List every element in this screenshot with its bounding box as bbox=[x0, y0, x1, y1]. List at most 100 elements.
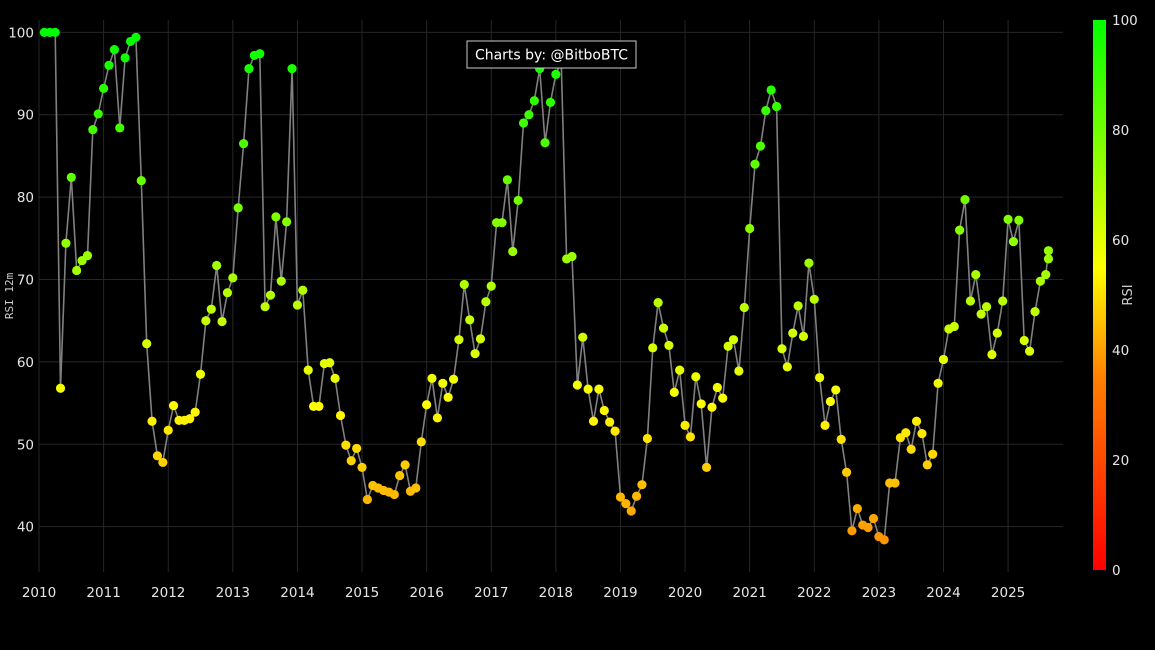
x-tick-label: 2022 bbox=[797, 585, 831, 601]
rsi-point bbox=[1043, 254, 1054, 264]
rsi-point bbox=[685, 432, 696, 442]
y-axis-title: RSI 12m bbox=[3, 272, 16, 319]
rsi-point bbox=[142, 339, 152, 349]
x-tick-labels: 2010 2011 2012 2013 2014 2015 2016 2017 2018 2019… bbox=[22, 585, 1025, 601]
rsi-point bbox=[933, 378, 943, 388]
x-tick-label: 2015 bbox=[345, 585, 379, 601]
rsi-point bbox=[228, 273, 238, 283]
rsi-point bbox=[1008, 237, 1019, 247]
y-tick-labels: 40 50 60 70 80 90 100 bbox=[8, 25, 34, 535]
rsi-point bbox=[513, 195, 523, 206]
rsi-point bbox=[508, 246, 518, 257]
rsi-point bbox=[766, 85, 776, 95]
rsi-point bbox=[540, 138, 550, 148]
rsi-point bbox=[718, 393, 728, 403]
rsi-point bbox=[1041, 269, 1051, 280]
rsi-point bbox=[739, 302, 749, 313]
y-tick-label: 100 bbox=[8, 25, 34, 41]
colorbar-title: RSI bbox=[1121, 284, 1136, 305]
rsi-point bbox=[72, 265, 82, 276]
rsi-point bbox=[928, 449, 938, 459]
rsi-point bbox=[497, 218, 507, 228]
rsi-point bbox=[314, 401, 324, 411]
rsi-point bbox=[185, 414, 195, 424]
rsi-point bbox=[158, 457, 168, 468]
colorbar-tick-label: 20 bbox=[1112, 453, 1129, 469]
rsi-point bbox=[212, 260, 222, 271]
x-tick-label: 2018 bbox=[539, 585, 573, 601]
rsi-point bbox=[621, 499, 631, 509]
x-tick-label: 2016 bbox=[409, 585, 443, 601]
rsi-point bbox=[55, 383, 66, 393]
rsi-point bbox=[395, 471, 405, 481]
rsi-point bbox=[868, 513, 879, 524]
rsi-point bbox=[707, 402, 717, 412]
rsi-point bbox=[626, 506, 636, 516]
rsi-point bbox=[217, 316, 227, 327]
rsi-point bbox=[712, 382, 722, 393]
rsi-point bbox=[529, 96, 539, 106]
rsi-point bbox=[825, 396, 836, 407]
rsi-point bbox=[518, 118, 529, 128]
rsi-point bbox=[136, 176, 146, 186]
rsi-point bbox=[66, 172, 76, 182]
rsi-point bbox=[416, 437, 426, 447]
rsi-point bbox=[906, 444, 916, 454]
rsi-point bbox=[841, 467, 852, 477]
rsi-point bbox=[777, 344, 787, 354]
rsi-point bbox=[93, 109, 103, 119]
rsi-point bbox=[195, 369, 206, 379]
rsi-point bbox=[960, 195, 970, 205]
rsi-point bbox=[917, 428, 927, 439]
rsi-point bbox=[804, 258, 814, 268]
rsi-point bbox=[481, 297, 491, 307]
rsi-point bbox=[465, 315, 475, 325]
rsi-point bbox=[459, 279, 469, 290]
y-tick-label: 70 bbox=[17, 273, 34, 289]
rsi-point bbox=[701, 462, 712, 472]
rsi-point bbox=[836, 434, 846, 444]
rsi-point bbox=[99, 83, 109, 93]
rsi-point bbox=[750, 159, 760, 169]
rsi-point bbox=[911, 416, 922, 426]
rsi-point bbox=[271, 212, 281, 222]
rsi-point bbox=[352, 443, 362, 454]
rsi-point bbox=[949, 321, 959, 332]
rsi-point bbox=[594, 384, 604, 394]
rsi-point bbox=[1003, 214, 1013, 224]
rsi-point bbox=[545, 97, 556, 107]
rsi-point bbox=[922, 460, 932, 470]
rsi-point bbox=[190, 407, 200, 417]
rsi-point bbox=[798, 331, 809, 341]
colorbar-tick-label: 60 bbox=[1112, 233, 1129, 249]
rsi-point bbox=[772, 101, 782, 112]
rsi-point bbox=[109, 45, 119, 55]
rsi-point bbox=[971, 269, 981, 280]
colorbar-tick-label: 40 bbox=[1112, 343, 1129, 359]
rsi-point bbox=[976, 309, 986, 319]
colorbar-tick-label: 80 bbox=[1112, 123, 1129, 139]
rsi-point bbox=[470, 349, 480, 359]
rsi-point bbox=[292, 300, 303, 310]
rsi-point bbox=[782, 362, 792, 372]
x-tick-label: 2011 bbox=[86, 585, 120, 601]
rsi-point bbox=[664, 340, 674, 351]
rsi-point bbox=[745, 223, 755, 234]
rsi-point bbox=[131, 32, 141, 42]
rsi-point bbox=[432, 413, 443, 423]
x-tick-label: 2024 bbox=[926, 585, 960, 601]
rsi-point bbox=[992, 328, 1002, 338]
rsi-point bbox=[61, 238, 71, 248]
rsi-point bbox=[879, 535, 889, 545]
rsi-point bbox=[389, 489, 399, 500]
rsi-point bbox=[115, 123, 125, 133]
colorbar-gradient bbox=[1093, 20, 1106, 570]
rsi-point bbox=[152, 451, 163, 461]
rsi-point bbox=[610, 426, 620, 436]
rsi-point bbox=[486, 281, 496, 291]
rsi-point bbox=[239, 138, 249, 149]
rsi-point bbox=[335, 410, 346, 421]
rsi-point bbox=[605, 417, 615, 427]
rsi-point bbox=[346, 456, 356, 466]
x-tick-label: 2020 bbox=[668, 585, 702, 601]
